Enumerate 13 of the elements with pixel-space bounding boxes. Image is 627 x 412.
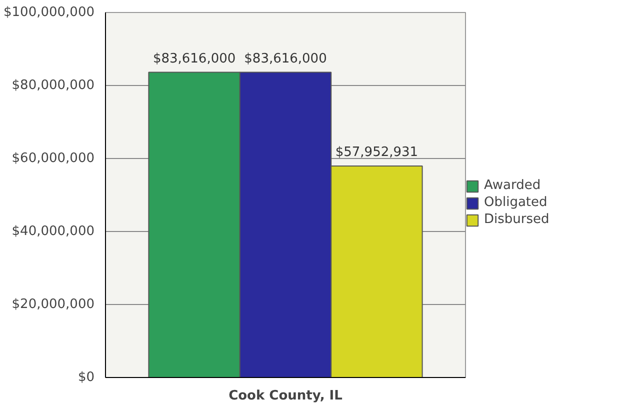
data-label: $83,616,000 [244,51,327,66]
y-tick-label: $0 [78,370,95,385]
x-tick-label: Cook County, IL [228,388,342,404]
y-tick-label: $100,000,000 [4,5,95,20]
data-label: $83,616,000 [152,51,236,66]
legend-label: Awarded [484,178,541,193]
legend-label: Obligated [484,195,548,210]
y-tick-label: $60,000,000 [12,151,95,166]
y-tick-label: $20,000,000 [12,297,95,312]
data-label: $57,952,931 [335,144,418,160]
y-tick-label: $80,000,000 [12,78,95,93]
y-tick-label: $40,000,000 [12,224,95,239]
legend-label: Disbursed [484,212,550,227]
